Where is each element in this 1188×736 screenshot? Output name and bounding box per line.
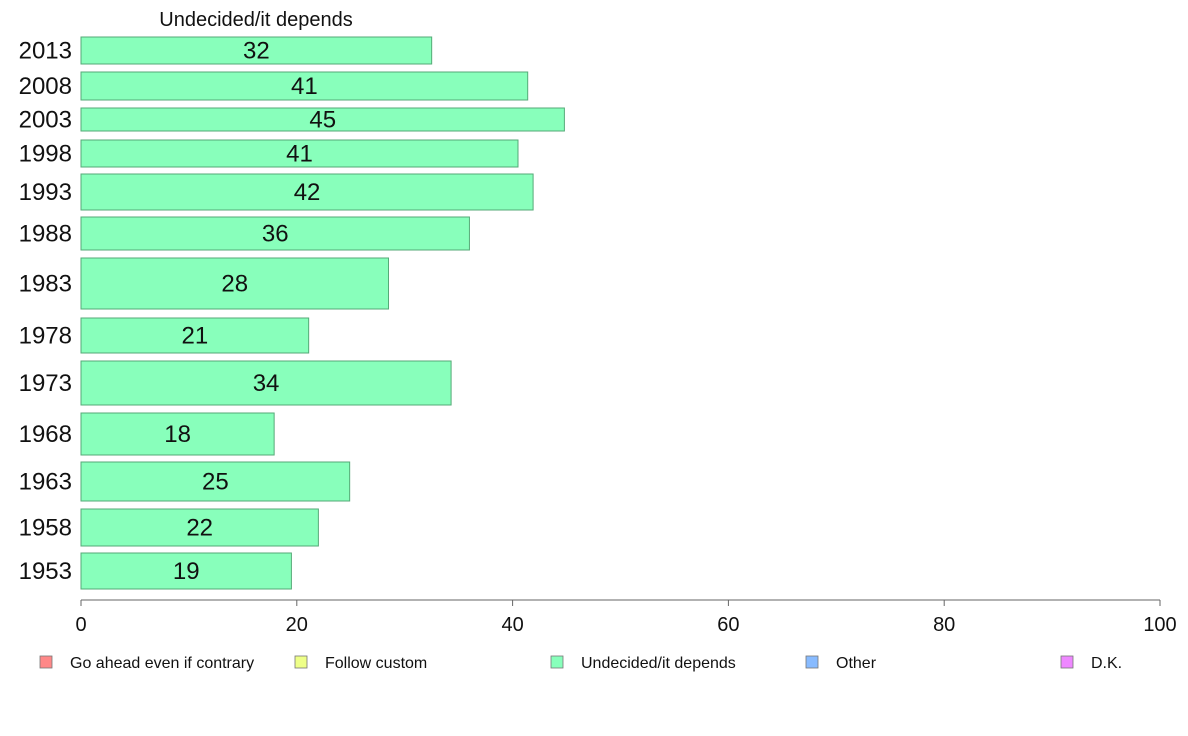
x-tick-label-60: 60 bbox=[717, 614, 739, 636]
legend-label-1: Follow custom bbox=[325, 655, 427, 672]
year-label-1953: 1953 bbox=[19, 558, 72, 585]
year-label-2013: 2013 bbox=[19, 38, 72, 65]
legend-label-4: D.K. bbox=[1091, 655, 1122, 672]
bar-2013 bbox=[80, 36, 433, 65]
legend-swatch-0 bbox=[39, 655, 53, 669]
bar-1993 bbox=[80, 173, 534, 211]
legend-label-3: Other bbox=[836, 655, 877, 672]
year-label-2003: 2003 bbox=[19, 107, 72, 134]
x-tick-label-80: 80 bbox=[933, 614, 955, 636]
value-label-1968: 18 bbox=[164, 421, 191, 448]
value-label-1973: 34 bbox=[253, 370, 280, 397]
bar-1968 bbox=[80, 412, 275, 456]
year-label-1993: 1993 bbox=[19, 179, 72, 206]
value-label-1953: 19 bbox=[173, 558, 200, 585]
legend-label-2: Undecided/it depends bbox=[581, 655, 736, 672]
year-label-1978: 1978 bbox=[19, 323, 72, 350]
bar-1983 bbox=[80, 257, 390, 310]
series-title: Undecided/it depends bbox=[159, 9, 352, 31]
year-label-1963: 1963 bbox=[19, 469, 72, 496]
legend-label-0: Go ahead even if contrary bbox=[70, 655, 254, 672]
value-label-1983: 28 bbox=[221, 271, 248, 298]
value-label-2013: 32 bbox=[243, 38, 270, 65]
value-label-1978: 21 bbox=[181, 323, 208, 350]
legend-swatch-2 bbox=[550, 655, 564, 669]
bar-1998 bbox=[80, 139, 519, 168]
x-tick-label-20: 20 bbox=[286, 614, 308, 636]
value-label-1998: 41 bbox=[286, 141, 313, 168]
legend-swatch-3 bbox=[805, 655, 819, 669]
x-tick-label-100: 100 bbox=[1143, 614, 1176, 636]
year-label-1988: 1988 bbox=[19, 221, 72, 248]
bar-1953 bbox=[80, 552, 292, 590]
bars-layer: 2013 32 2008 41 2003 45 1998 41 1993 42 1988 36 1983… bbox=[19, 36, 565, 590]
x-tick-label-0: 0 bbox=[75, 614, 86, 636]
year-label-1983: 1983 bbox=[19, 271, 72, 298]
bar-1958 bbox=[80, 508, 319, 547]
bar-1988 bbox=[80, 216, 470, 251]
value-label-1988: 36 bbox=[262, 221, 289, 248]
year-label-2008: 2008 bbox=[19, 73, 72, 100]
bar-1978 bbox=[80, 317, 310, 354]
value-label-2008: 41 bbox=[291, 73, 318, 100]
value-label-1958: 22 bbox=[186, 515, 213, 542]
x-axis: 0 20 40 60 80 100 bbox=[75, 599, 1177, 636]
bar-1973 bbox=[80, 360, 452, 406]
year-label-1958: 1958 bbox=[19, 515, 72, 542]
value-label-1993: 42 bbox=[294, 179, 321, 206]
value-label-2003: 45 bbox=[309, 107, 336, 134]
legend-swatch-4 bbox=[1060, 655, 1074, 669]
value-label-1963: 25 bbox=[202, 469, 229, 496]
bar-2003 bbox=[80, 107, 565, 132]
year-label-1998: 1998 bbox=[19, 141, 72, 168]
year-label-1968: 1968 bbox=[19, 421, 72, 448]
bar-1963 bbox=[80, 461, 351, 502]
legend-swatch-1 bbox=[294, 655, 308, 669]
legend: Go ahead even if contrary Follow custom Un… bbox=[39, 655, 1122, 672]
year-label-1973: 1973 bbox=[19, 370, 72, 397]
x-tick-label-40: 40 bbox=[501, 614, 523, 636]
bar-2008 bbox=[80, 71, 529, 101]
